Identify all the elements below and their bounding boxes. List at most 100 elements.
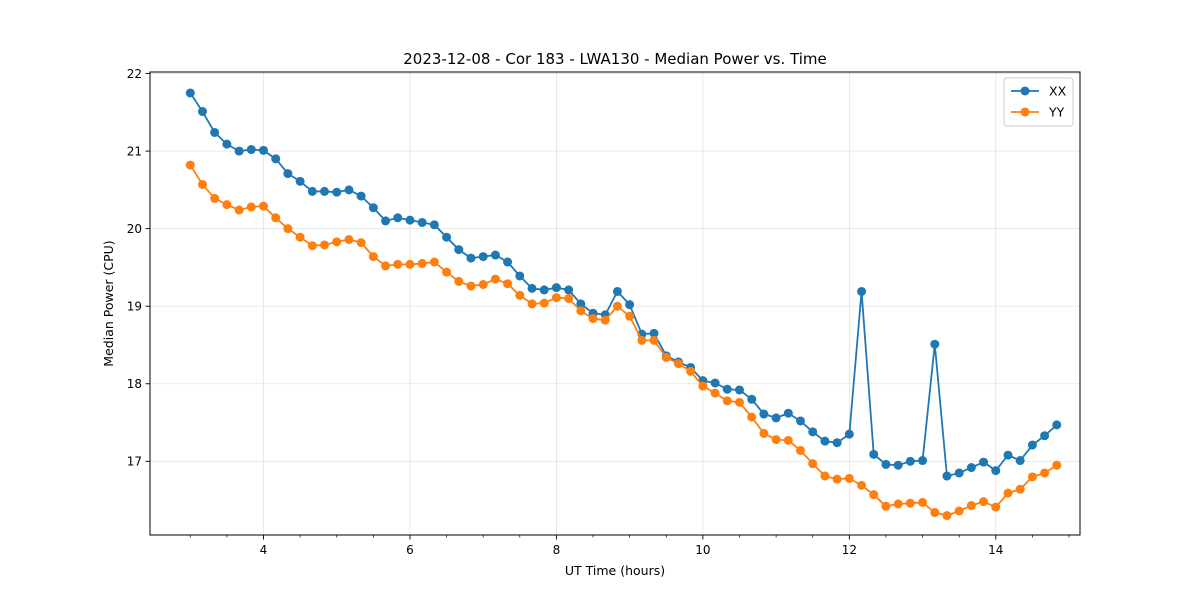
data-point-xx bbox=[869, 449, 879, 459]
data-point-xx bbox=[918, 456, 928, 466]
data-point-xx bbox=[942, 471, 952, 481]
data-point-yy bbox=[405, 259, 415, 269]
data-point-xx bbox=[808, 427, 818, 437]
legend: XX YY bbox=[1003, 77, 1074, 127]
data-point-yy bbox=[918, 497, 928, 507]
y-tick-label: 20 bbox=[127, 222, 142, 236]
data-point-xx bbox=[722, 384, 732, 394]
data-point-yy bbox=[344, 235, 354, 245]
data-point-yy bbox=[539, 298, 549, 308]
data-point-xx bbox=[564, 285, 574, 295]
series-layer bbox=[185, 88, 1062, 521]
data-point-yy bbox=[600, 315, 610, 325]
y-tick-label: 18 bbox=[127, 377, 142, 391]
x-tick-label: 12 bbox=[842, 543, 857, 557]
series-yy bbox=[185, 160, 1062, 521]
legend-marker-yy bbox=[1020, 107, 1030, 117]
data-point-yy bbox=[381, 261, 391, 271]
data-point-yy bbox=[869, 490, 879, 500]
data-point-yy bbox=[795, 445, 805, 455]
data-point-yy bbox=[551, 293, 561, 303]
data-point-xx bbox=[893, 460, 903, 470]
data-point-xx bbox=[320, 186, 329, 196]
data-point-xx bbox=[283, 169, 293, 179]
y-tick-label: 17 bbox=[127, 455, 142, 469]
data-point-xx bbox=[539, 285, 549, 295]
data-point-xx bbox=[576, 299, 586, 309]
data-point-yy bbox=[564, 293, 574, 303]
data-point-yy bbox=[454, 276, 464, 286]
legend-label-yy: YY bbox=[1048, 105, 1065, 120]
data-point-yy bbox=[1052, 460, 1062, 470]
axis-ticks: 4 6 8 10 12 14 17 18 19 20 21 22 bbox=[127, 67, 1070, 557]
data-point-yy bbox=[198, 179, 207, 189]
data-point-xx bbox=[198, 107, 207, 117]
data-point-yy bbox=[686, 366, 696, 376]
data-point-xx bbox=[368, 203, 378, 213]
data-point-yy bbox=[844, 473, 854, 483]
data-point-yy bbox=[588, 314, 598, 324]
data-point-yy bbox=[1027, 472, 1037, 482]
data-point-xx bbox=[381, 216, 391, 226]
chart-title: 2023-12-08 - Cor 183 - LWA130 - Median P… bbox=[403, 50, 827, 68]
data-point-xx bbox=[185, 88, 195, 98]
data-point-yy bbox=[710, 388, 720, 398]
data-point-xx bbox=[490, 250, 500, 260]
data-point-yy bbox=[771, 435, 781, 445]
legend-label-xx: XX bbox=[1049, 84, 1067, 99]
data-point-xx bbox=[930, 339, 940, 349]
data-point-yy bbox=[417, 259, 427, 269]
data-point-xx bbox=[234, 146, 244, 156]
data-point-xx bbox=[1052, 420, 1062, 430]
data-point-xx bbox=[1027, 440, 1037, 450]
data-point-xx bbox=[442, 232, 452, 242]
data-point-xx bbox=[1040, 431, 1050, 441]
data-point-xx bbox=[222, 139, 232, 149]
data-point-xx bbox=[393, 213, 403, 223]
data-point-yy bbox=[857, 480, 867, 490]
data-point-xx bbox=[905, 456, 915, 466]
data-point-yy bbox=[1003, 488, 1013, 498]
data-point-yy bbox=[222, 200, 232, 210]
series-xx bbox=[185, 88, 1062, 481]
data-point-yy bbox=[722, 396, 732, 406]
data-point-xx bbox=[857, 286, 867, 296]
x-tick-label: 8 bbox=[553, 543, 561, 557]
data-point-yy bbox=[698, 381, 708, 391]
data-point-xx bbox=[991, 466, 1001, 476]
data-point-xx bbox=[259, 145, 268, 155]
data-point-yy bbox=[246, 202, 256, 212]
data-point-xx bbox=[734, 385, 744, 395]
data-point-yy bbox=[429, 257, 439, 267]
legend-marker-xx bbox=[1020, 86, 1030, 96]
data-point-yy bbox=[747, 412, 757, 422]
data-point-xx bbox=[771, 413, 781, 423]
data-point-yy bbox=[185, 160, 195, 170]
data-point-yy bbox=[893, 499, 903, 509]
data-point-yy bbox=[442, 267, 452, 277]
data-point-yy bbox=[734, 397, 744, 407]
data-point-yy bbox=[881, 501, 891, 511]
x-tick-label: 10 bbox=[695, 543, 710, 557]
data-point-yy bbox=[368, 252, 378, 262]
data-point-xx bbox=[478, 252, 488, 262]
data-point-yy bbox=[527, 299, 537, 309]
x-tick-label: 14 bbox=[988, 543, 1003, 557]
y-tick-label: 19 bbox=[127, 300, 142, 314]
data-point-xx bbox=[710, 378, 720, 388]
data-point-xx bbox=[612, 286, 622, 296]
data-point-xx bbox=[649, 328, 659, 338]
data-point-xx bbox=[466, 253, 476, 263]
data-point-xx bbox=[454, 245, 464, 255]
data-point-yy bbox=[979, 497, 989, 507]
data-point-yy bbox=[307, 241, 317, 251]
data-point-yy bbox=[637, 335, 647, 345]
data-point-xx bbox=[954, 468, 964, 478]
data-point-yy bbox=[759, 428, 769, 438]
data-point-yy bbox=[478, 280, 488, 289]
x-axis-label: UT Time (hours) bbox=[565, 563, 665, 578]
data-point-xx bbox=[210, 127, 220, 137]
data-point-yy bbox=[271, 213, 281, 223]
